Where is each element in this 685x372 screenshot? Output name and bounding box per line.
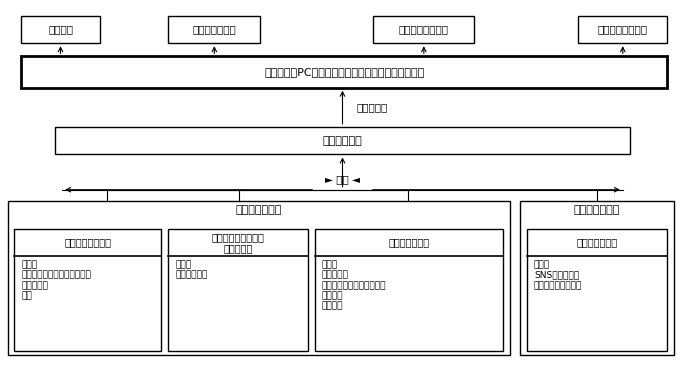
Text: ヒトからの情報: ヒトからの情報 (577, 237, 618, 247)
Text: （例）
交通網の情報（路線図など）
施設の情報
地図: （例） 交通網の情報（路線図など） 施設の情報 地図 (21, 260, 91, 300)
Text: 観光体験: 観光体験 (48, 25, 73, 35)
Bar (169, 229, 308, 351)
Text: 観光ルート推詐: 観光ルート推詐 (192, 25, 236, 35)
Bar (578, 16, 667, 43)
Bar (21, 16, 100, 43)
Text: 社会的なつながりに
関する情報: 社会的なつながりに 関する情報 (212, 232, 264, 253)
Bar (14, 229, 162, 351)
Text: 観光スポット推詐: 観光スポット推詐 (399, 25, 449, 35)
Text: （例）
イベント情報: （例） イベント情報 (175, 260, 208, 279)
Text: 災害時の避難支援: 災害時の避難支援 (598, 25, 648, 35)
Bar (169, 16, 260, 43)
Bar (55, 127, 630, 154)
Text: 物的インフラ情報: 物的インフラ情報 (64, 237, 112, 247)
Text: ► 収集 ◄: ► 収集 ◄ (325, 174, 360, 184)
Bar (315, 229, 503, 351)
Text: 官民からの情報: 官民からの情報 (388, 237, 429, 247)
Text: （例）
SNSの投稿内容
情報端末の位置情報: （例） SNSの投稿内容 情報端末の位置情報 (534, 260, 582, 290)
Bar (21, 56, 667, 88)
Bar (520, 201, 674, 355)
Text: ビッグデータ: ビッグデータ (323, 136, 362, 145)
Bar (8, 201, 510, 355)
Bar (373, 16, 475, 43)
Text: 情報端末（PC、スマートフォン、タブレットなど）: 情報端末（PC、スマートフォン、タブレットなど） (264, 67, 424, 77)
Text: 観光客のデータ: 観光客のデータ (574, 205, 621, 215)
Text: 観光地のデータ: 観光地のデータ (236, 205, 282, 215)
Text: 集計、処理: 集計、処理 (356, 102, 388, 112)
Text: （例）
統計データ
交通情報（道路渋滹など）
気象情報
災害情報: （例） 統計データ 交通情報（道路渋滹など） 気象情報 災害情報 (322, 260, 386, 311)
Bar (527, 229, 667, 351)
